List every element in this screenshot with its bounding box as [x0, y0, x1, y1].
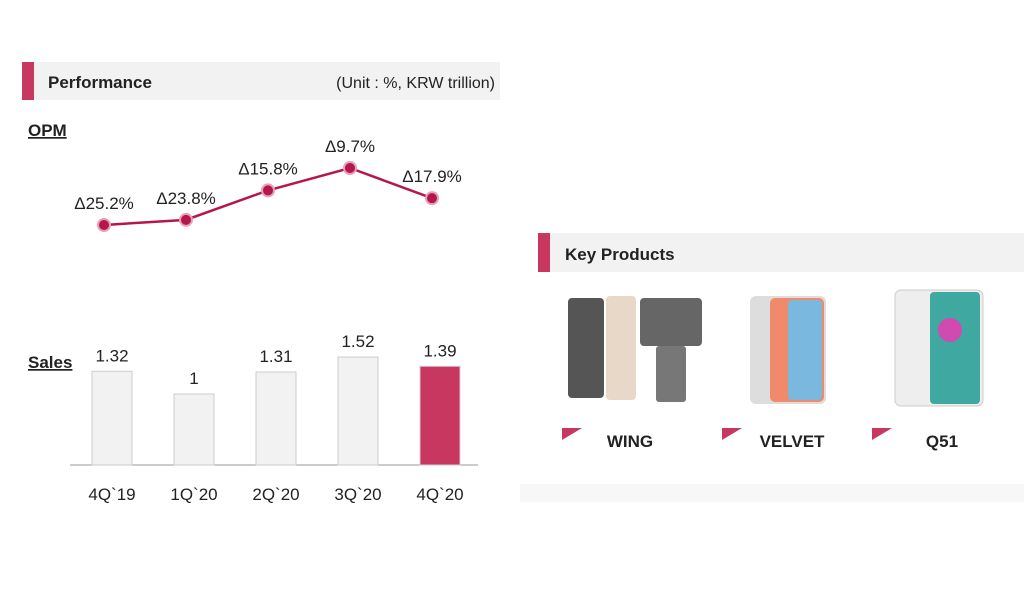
header-bar — [538, 233, 1024, 272]
data-label: 1.52 — [341, 332, 374, 351]
data-label: Δ25.2% — [74, 194, 134, 213]
header-bar — [22, 62, 500, 100]
bar — [337, 356, 379, 466]
sales-title: Sales — [28, 353, 72, 372]
bar — [419, 365, 461, 466]
footer-band — [520, 484, 1024, 502]
data-label: 1.39 — [423, 341, 456, 360]
header-accent — [538, 233, 550, 272]
x-tick-label: 4Q`19 — [88, 485, 135, 504]
product-name: Q51 — [926, 432, 958, 451]
data-label: 1.31 — [259, 347, 292, 366]
bar — [91, 370, 133, 466]
bullet — [562, 428, 582, 440]
header-accent — [22, 62, 34, 100]
opm-point — [425, 191, 439, 206]
x-tick-label: 3Q`20 — [334, 485, 381, 504]
unit-note: (Unit : %, KRW trillion) — [336, 75, 495, 92]
bullet — [872, 428, 892, 440]
product-name: WING — [607, 432, 653, 451]
x-tick-label: 2Q`20 — [252, 485, 299, 504]
products-title: Key Products — [565, 245, 675, 264]
data-label: Δ23.8% — [156, 189, 216, 208]
opm-title: OPM — [28, 121, 67, 140]
header-title: Performance — [48, 73, 152, 92]
data-label: Δ15.8% — [238, 159, 298, 178]
data-label: Δ9.7% — [325, 137, 375, 156]
x-tick-label: 4Q`20 — [416, 485, 463, 504]
product-name: VELVET — [760, 432, 825, 451]
bar — [255, 371, 297, 466]
bullet — [722, 428, 742, 440]
opm-point — [179, 212, 193, 227]
data-label: 1 — [189, 369, 198, 388]
data-label: Δ17.9% — [402, 167, 462, 186]
opm-point — [261, 183, 275, 198]
opm-point — [97, 218, 111, 232]
x-tick-label: 1Q`20 — [170, 485, 217, 504]
data-label: 1.32 — [95, 346, 128, 365]
opm-point — [343, 161, 357, 175]
bar — [173, 393, 215, 466]
phone-images — [568, 289, 984, 407]
